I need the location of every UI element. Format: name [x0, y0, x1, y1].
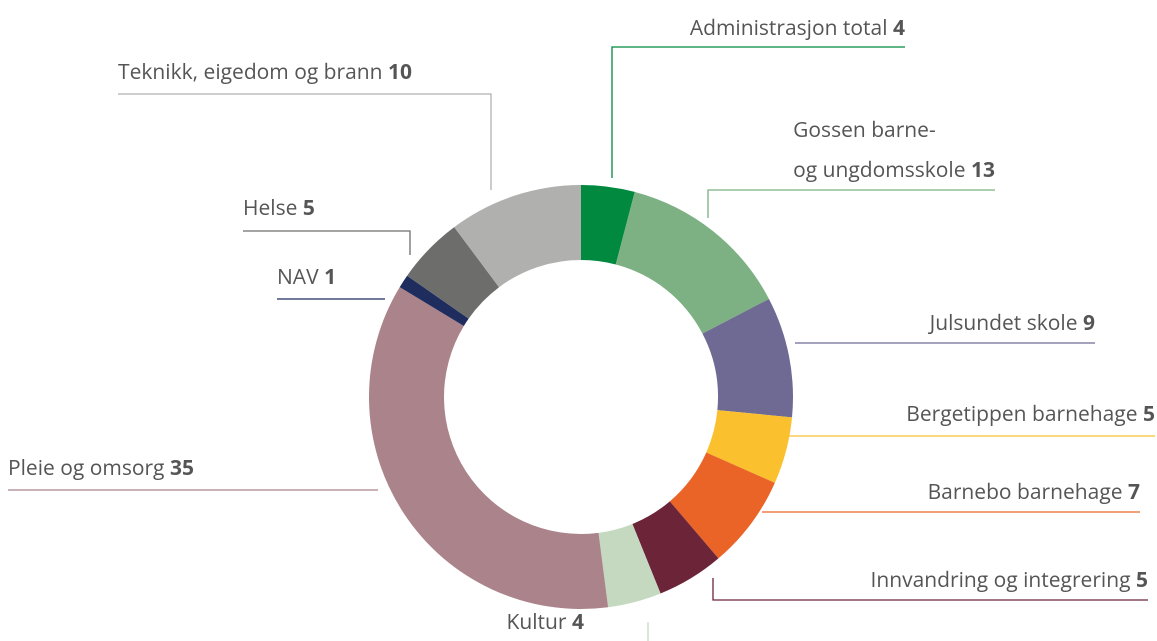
label-name: NAV — [277, 263, 319, 291]
donut-slice — [598, 523, 661, 608]
donut-slice — [632, 501, 719, 594]
label-value: 5 — [1135, 566, 1148, 594]
donut-slice — [581, 185, 635, 265]
label-name: Innvandring og integrering — [870, 566, 1131, 594]
label-name: Teknikk, eigedom og brann — [118, 58, 383, 86]
label-value: 13 — [970, 156, 995, 184]
donut-slice — [454, 185, 581, 288]
slice-label: NAV 1 — [277, 263, 336, 291]
slice-label: Pleie og omsorg 35 — [8, 454, 194, 482]
slice-label: Teknikk, eigedom og brann 10 — [118, 58, 412, 86]
slice-label: Julsundet skole 9 — [930, 309, 1095, 337]
leader-line — [611, 46, 905, 178]
slice-label: Bergetippen barnehage 5 — [906, 400, 1155, 428]
donut-slice — [615, 191, 769, 334]
label-value: 7 — [1127, 478, 1140, 506]
label-name: Administrasjon total — [689, 14, 888, 42]
label-name: Barnebo barnehage — [927, 478, 1123, 506]
label-value: 35 — [169, 454, 194, 482]
leader-line — [712, 578, 1148, 601]
label-name: Julsundet skole — [929, 309, 1078, 337]
slice-label: Barnebo barnehage 7 — [928, 478, 1140, 506]
label-name: Helse — [243, 194, 298, 222]
leader-line — [118, 93, 492, 190]
donut-slice — [369, 287, 609, 609]
label-name: Bergetippen barnehage — [906, 400, 1138, 428]
label-value: 5 — [1142, 400, 1155, 428]
donut-slice — [706, 410, 793, 483]
leader-line — [243, 230, 411, 255]
label-name: Kultur — [506, 608, 567, 636]
slice-label: Administrasjon total 4 — [690, 14, 905, 42]
label-value: 1 — [324, 263, 337, 291]
leader-line — [707, 189, 995, 218]
label-value: 10 — [388, 58, 413, 86]
donut-slice — [702, 298, 793, 418]
slice-label: Helse 5 — [243, 194, 315, 222]
slice-label: Innvandring og integrering 5 — [870, 566, 1148, 594]
label-value: 9 — [1082, 309, 1095, 337]
slice-label: Gossen barne- og ungdomsskole 13 — [793, 110, 995, 190]
slice-label: Kultur 4 — [507, 608, 584, 636]
label-value: 4 — [571, 608, 584, 636]
donut-slice — [669, 452, 775, 559]
donut-slice — [407, 227, 500, 319]
donut-slice — [399, 275, 469, 326]
label-value: 4 — [892, 14, 905, 42]
label-name: Gossen barne- og ungdomsskole — [793, 116, 966, 184]
label-value: 5 — [302, 194, 315, 222]
label-name: Pleie og omsorg — [8, 454, 165, 482]
